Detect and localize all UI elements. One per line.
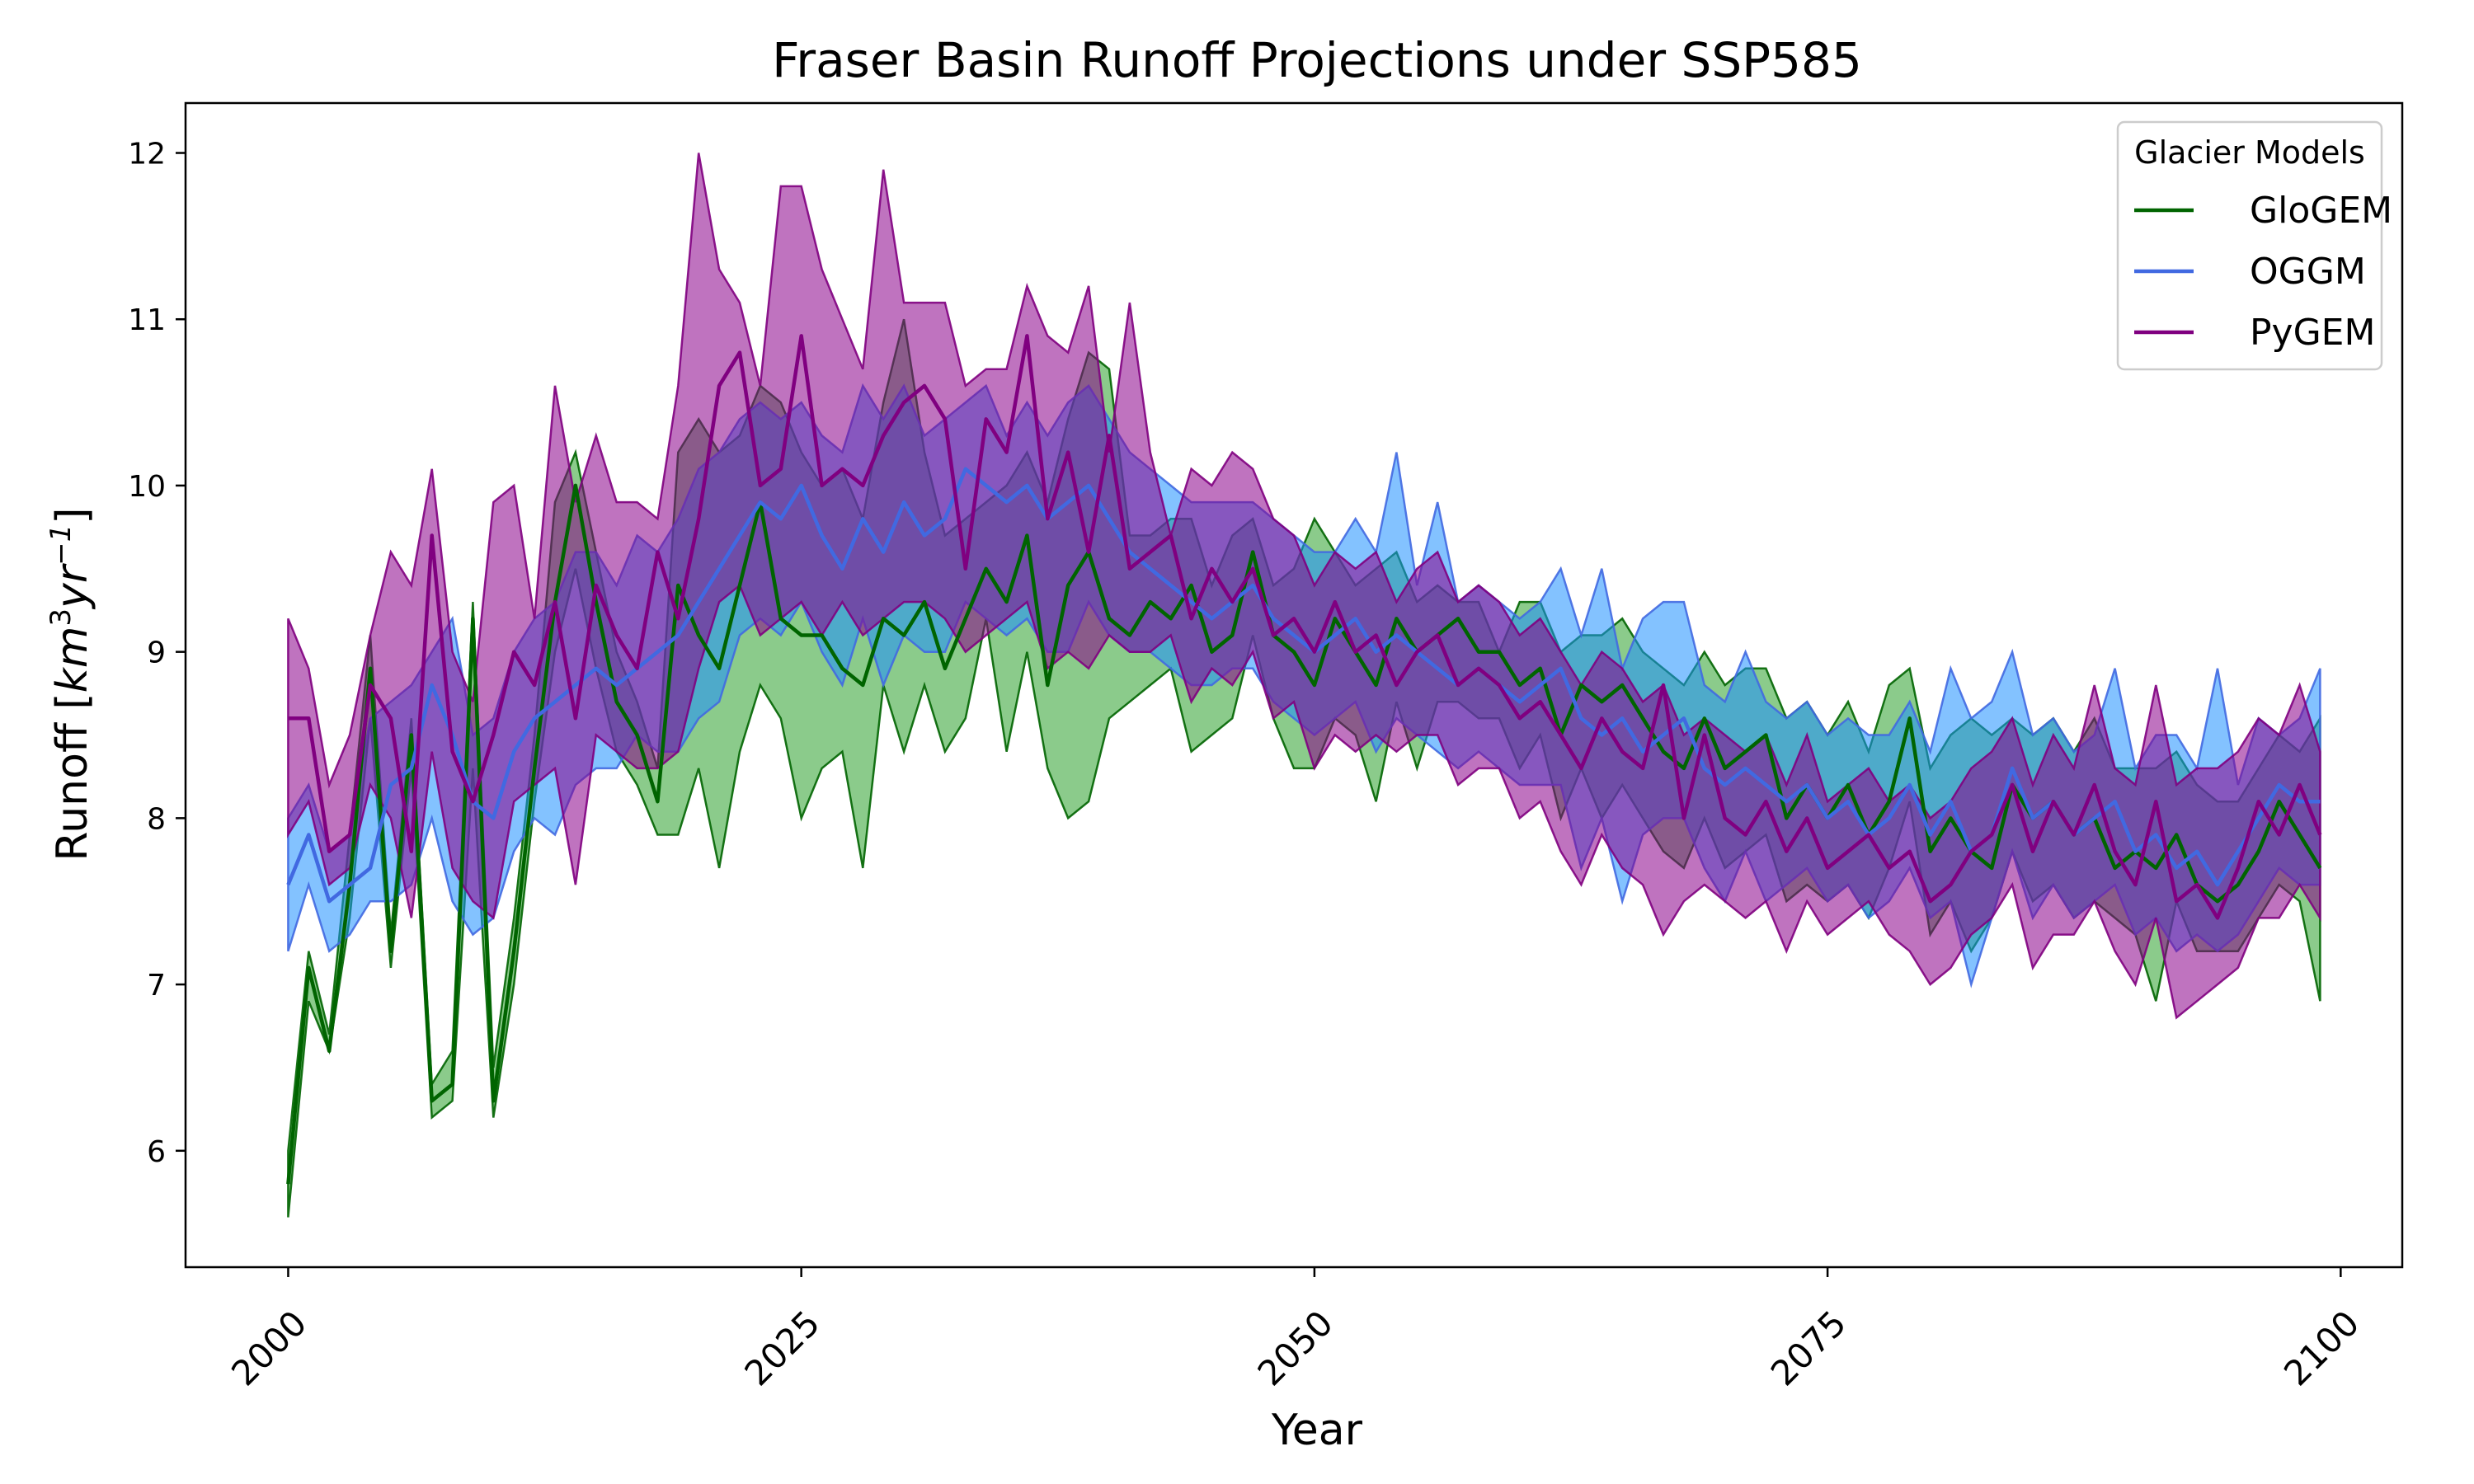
y-tick-label: 11: [128, 303, 166, 337]
chart-title: Fraser Basin Runoff Projections under SS…: [772, 32, 1862, 88]
y-axis-label-unit2: yr: [48, 562, 97, 610]
y-tick-label: 8: [147, 802, 166, 836]
x-tick-label: 2100: [2276, 1303, 2367, 1393]
y-tick-label: 6: [147, 1135, 166, 1169]
legend-box: [2116, 120, 2383, 371]
y-axis-label-main: Runoff [: [48, 693, 97, 861]
y-tick-label: 9: [147, 636, 166, 670]
y-axis-label-close: ]: [48, 507, 97, 524]
x-axis-label: Year: [1271, 1406, 1363, 1455]
series-layer: [286, 153, 2322, 1218]
legend-label-oggm: OGGM: [2250, 251, 2366, 293]
pygem-mean-line: [288, 334, 2322, 920]
y-axis: 6 7 8 9 10 11 12: [128, 138, 186, 1169]
legend-label-glogem: GloGEM: [2250, 190, 2392, 232]
legend-title: Glacier Models: [2134, 134, 2365, 171]
glogem-mean-line: [286, 483, 2322, 1185]
y-axis-label-exp2: −1: [45, 524, 78, 566]
x-tick-label: 2000: [223, 1303, 314, 1393]
x-tick-label: 2050: [1250, 1303, 1341, 1393]
y-axis-label-exp1: 3: [45, 608, 78, 627]
legend-label-pygem: PyGEM: [2250, 312, 2375, 354]
legend: Glacier Models GloGEM OGGM PyGEM: [2116, 120, 2392, 371]
y-tick-label: 7: [147, 969, 166, 1003]
y-tick-label: 12: [128, 138, 166, 171]
x-tick-label: 2025: [736, 1303, 827, 1393]
y-axis-label: Runoff [km3yr−1]: [45, 507, 97, 861]
y-axis-label-unit: km: [48, 627, 97, 693]
plot-frame: [184, 101, 2404, 1269]
y-tick-label: 10: [128, 470, 166, 504]
x-tick-label: 2075: [1763, 1303, 1854, 1393]
x-axis: 2000 2025 2050 2075 2100: [223, 1267, 2367, 1393]
